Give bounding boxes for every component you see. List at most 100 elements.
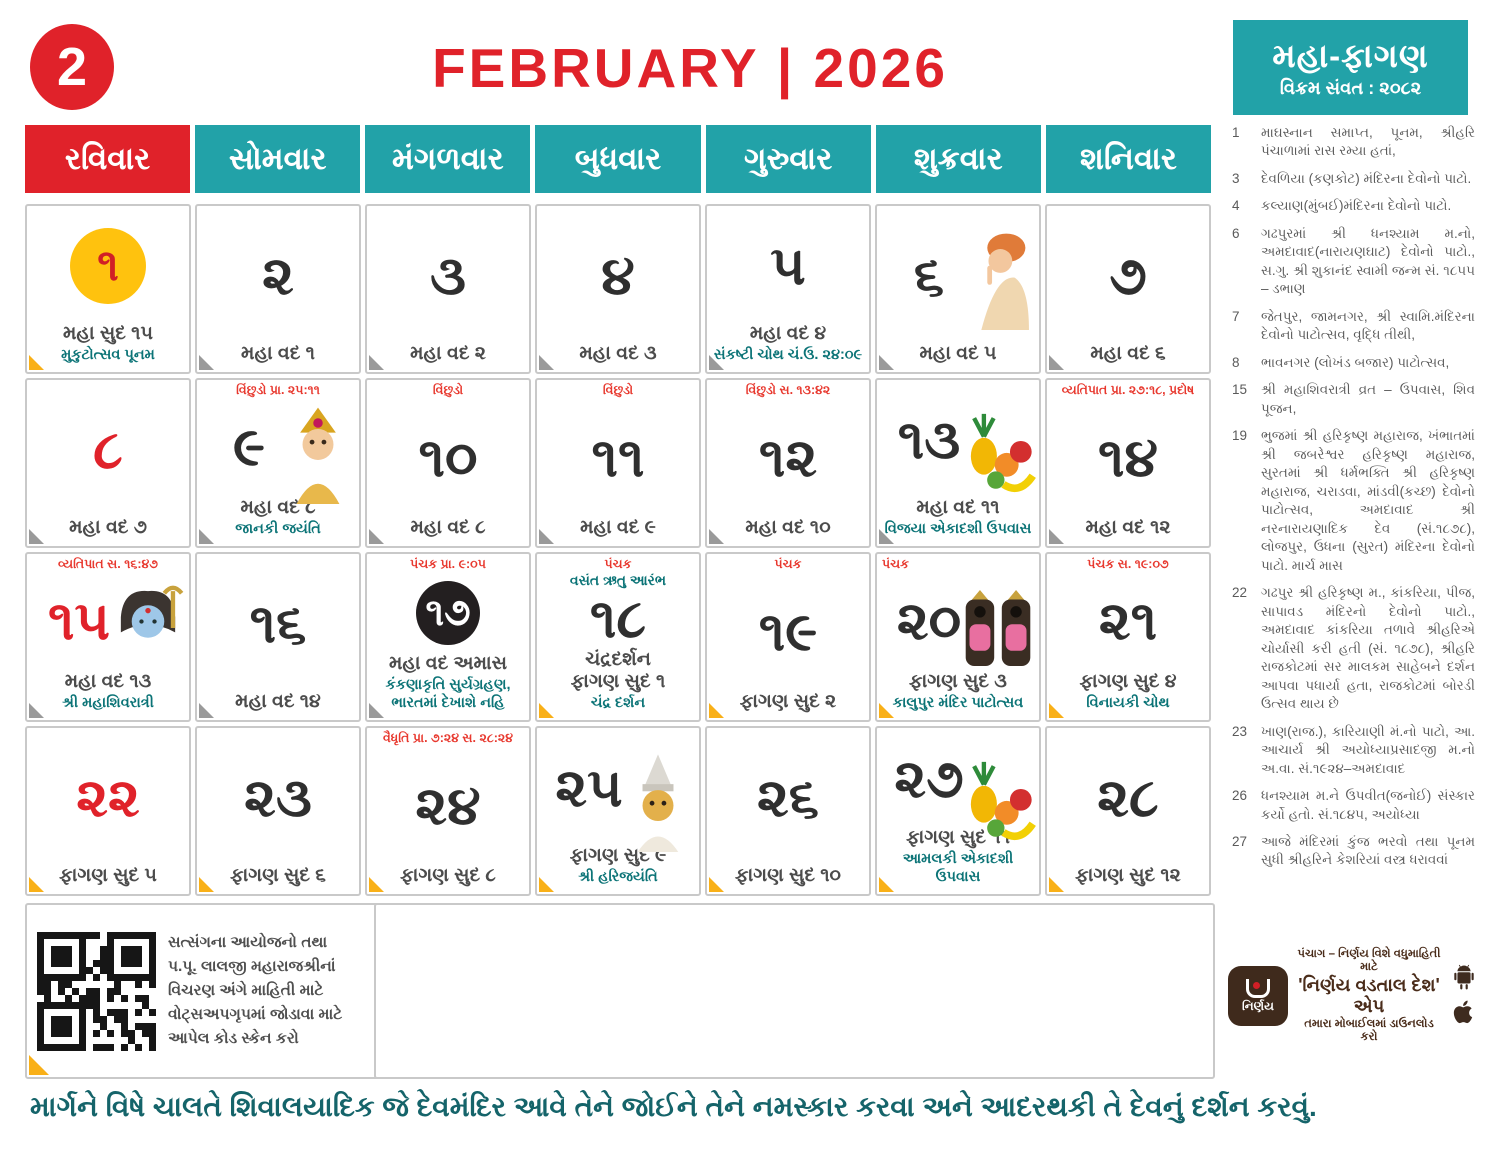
day-number: ૨૩ [244, 768, 312, 829]
day-number: ૨૨ [76, 768, 140, 829]
tithi-label: મહા વદ અમાસ [388, 653, 508, 675]
app-promo-line1: પંચાગ – નિર્ણય વિશે વધુમાહિતી માટે [1297, 948, 1441, 973]
corner-fold-decoration [29, 877, 44, 892]
calendar-cell: વૈધૃતિ પ્રા. ૭:૨૪ સ. ૨૮:૨૪ ૨૪ ફાગણ સુદ ૮ [365, 726, 531, 896]
calendar-cell: પંચક ૨૦ ફાગણ સુદ ૩ કાલુપુર મંદિર પાટોત્સવ [875, 552, 1041, 722]
note-item: 4 કલ્યાણ(મુંબઈ)મંદિરના દેવોનો પાટો. [1232, 197, 1475, 215]
app-promo-line2: 'નિર્ણય વડતાલ દેશ' એપ [1298, 975, 1440, 1016]
tithi-label: ફાગણ સુદ ૧૨ [1075, 865, 1181, 887]
calendar-cell: ૨૭ ફાગણ સુદ ૧૧ આમલકી એકાદશી ઉપવાસ [875, 726, 1041, 896]
note-text: માઘસ્નાન સમાપ્ત, પૂનમ, શ્રીહરિ પંચાળામાં… [1261, 125, 1475, 159]
note-item: 27 આજે મંદિરમાં કુંજ ભરવો તથા પૂનમ સુધી શ… [1232, 833, 1475, 870]
corner-fold-decoration [879, 703, 894, 718]
calendar-cell: વ્યતિપાત પ્રા. ૨૭:૧૮, પ્રદોષ ૧૪ મહા વદ ૧૨ [1045, 378, 1211, 548]
muhurat-label: પંચક [882, 557, 909, 571]
corner-fold-decoration [29, 1055, 49, 1075]
festival-label: જાનકી જયંતિ [235, 520, 321, 537]
corner-fold-decoration [1049, 529, 1064, 544]
calendar-cell: ૨ મહા વદ ૧ [195, 204, 361, 374]
day-header-cell: મંગળવાર [365, 125, 531, 193]
calendar-cell: પંચક ૧૯ ફાગણ સુદ ૨ [705, 552, 871, 722]
tithi-label: ચંદ્રદર્શન ફાગણ સુદ ૧ [570, 648, 666, 692]
corner-fold-decoration [369, 877, 384, 892]
calendar-cell: ૨૫ ફાગણ સુદ ૯ શ્રી હરિજયંતિ [535, 726, 701, 896]
tithi-label: મહા વદ ૧૨ [1085, 517, 1171, 539]
corner-fold-decoration [709, 703, 724, 718]
day-header-cell: શુક્રવાર [875, 125, 1041, 193]
vikram-samvat-label: વિક્રમ સંવત : ૨૦૮૨ [1279, 77, 1422, 98]
app-promo-text: પંચાગ – નિર્ણય વિશે વધુમાહિતી માટે 'નિર્… [1296, 948, 1442, 1044]
muhurat-label: વિંછુડો સ. ૧૩:૪૨ [745, 383, 831, 397]
qr-code [37, 931, 156, 1051]
corner-fold-decoration [369, 703, 384, 718]
corner-fold-decoration [539, 355, 554, 370]
calendar-cell: ૧૬ મહા વદ ૧૪ [195, 552, 361, 722]
festival-label: સંકષ્ટી ચોથ ચં.ઉ. ૨૪:૦૯ [713, 346, 863, 363]
tithi-label: મહા વદ ૫ [919, 343, 997, 365]
note-item: 8 ભાવનગર (લોખંડ બજાર) પાટોત્સવ, [1232, 354, 1475, 372]
calendar-cell: ૨૩ ફાગણ સુદ ૬ [195, 726, 361, 896]
muhurat-label: પંચક સ. ૧૯:૦૭ [1087, 557, 1169, 571]
calendar-cell: વિંછુડો પ્રા. ૨૫:૧૧ ૯ મહા વદ ૮ જાનકી જયંતિ [195, 378, 361, 548]
corner-fold-decoration [1049, 877, 1064, 892]
day-header-cell: બુધવાર [535, 125, 701, 193]
muhurat-label: વિંછુડો [432, 383, 464, 397]
day-number: ૧૩ [897, 409, 961, 470]
tithi-label: મહા વદ ૯ [580, 517, 656, 539]
app-promo-line3: તમારા મોબાઈલમાં ડાઉનલોડ કરો [1304, 1018, 1434, 1043]
tithi-label: મહા વદ ૨ [410, 343, 486, 365]
tithi-label: મહા વદ ૮ [410, 517, 486, 539]
corner-fold-decoration [709, 529, 724, 544]
corner-fold-decoration [879, 529, 894, 544]
calendar-cell: ૧૩ મહા વદ ૧૧ વિજયા એકાદશી ઉપવાસ [875, 378, 1041, 548]
note-item: 22 ગઢપુર શ્રી હરિકૃષ્ણ મ., કાંકરિયા, પીજ,… [1232, 584, 1475, 713]
muhurat-label: વ્યતિપાત પ્રા. ૨૭:૧૮, પ્રદોષ [1061, 383, 1195, 397]
day-number: ૨૪ [415, 775, 481, 836]
festival-label: શ્રી હરિજયંતિ [578, 868, 658, 885]
tithi-label: ફાગણ સુદ ૨ [739, 691, 837, 713]
tithi-label: ફાગણ સુદ ૧૦ [735, 865, 841, 887]
tithi-label: મહા વદ ૮ [240, 496, 316, 518]
hindu-month-name: મહા-ફાગણ [1272, 36, 1429, 74]
corner-fold-decoration [199, 355, 214, 370]
note-day: 1 [1232, 125, 1240, 140]
note-day: 22 [1232, 585, 1248, 601]
festival-label: ચંદ્ર દર્શન [590, 694, 646, 711]
calendar-cell: ૬ મહા વદ ૫ [875, 204, 1041, 374]
tithi-label: મહા વદ ૭ [69, 517, 147, 539]
note-day: 27 [1232, 833, 1248, 849]
corner-fold-decoration [1049, 355, 1064, 370]
tithi-label: મહા વદ ૧૪ [235, 691, 321, 713]
calendar-cell: ૨૨ ફાગણ સુદ ૫ [25, 726, 191, 896]
tithi-label: મહા વદ ૧ [241, 343, 315, 365]
day-number: ૧૨ [758, 427, 818, 488]
corner-fold-decoration [539, 529, 554, 544]
day-number: ૨૦ [896, 591, 962, 652]
day-header-cell: શનિવાર [1045, 125, 1211, 193]
note-day: 4 [1232, 198, 1240, 214]
calendar-cell: ૩ મહા વદ ૨ [365, 204, 531, 374]
corner-fold-decoration [29, 703, 44, 718]
day-number: ૧૫ [48, 591, 110, 652]
qr-instructions: સત્સંગના આયોજનો તથા પ.પૂ. લાલજી મહારાજશ્… [168, 933, 343, 1048]
page-title: FEBRUARY | 2026 [432, 37, 948, 99]
day-number: ૨૮ [1097, 768, 1159, 829]
note-item: 15 શ્રી મહાશિવરાત્રી વ્રત – ઉપવાસ, શિવ પૂ… [1232, 381, 1475, 418]
day-number: ૧ [70, 227, 146, 304]
day-number: ૧૯ [758, 601, 818, 662]
festival-label: આમલકી એકાદશી ઉપવાસ [902, 851, 1014, 885]
note-text: ગઢપુર શ્રી હરિકૃષ્ણ મ., કાંકરિયા, પીજ, સ… [1261, 585, 1475, 712]
day-number: ૧૪ [1098, 427, 1158, 488]
note-day: 19 [1232, 428, 1248, 444]
day-header-cell: સોમવાર [195, 125, 361, 193]
store-icons [1450, 962, 1478, 1031]
tithi-label: મહા વદ ૩ [579, 343, 657, 365]
festival-label: શ્રી મહાશિવરાત્રી [62, 694, 154, 711]
day-number: ૧૦ [418, 427, 478, 488]
note-item: 7 જેતપુર, જામનગર, શ્રી સ્વામિ.મંદિરના દેવ… [1232, 308, 1475, 345]
calendar-cell: વિંછુડો ૧૦ મહા વદ ૮ [365, 378, 531, 548]
corner-fold-decoration [199, 703, 214, 718]
note-text: ખાણ(રાજ.), કારિયાણી મં.નો પાટો, આ. આચાર્… [1261, 723, 1475, 776]
note-day: 6 [1232, 225, 1240, 241]
